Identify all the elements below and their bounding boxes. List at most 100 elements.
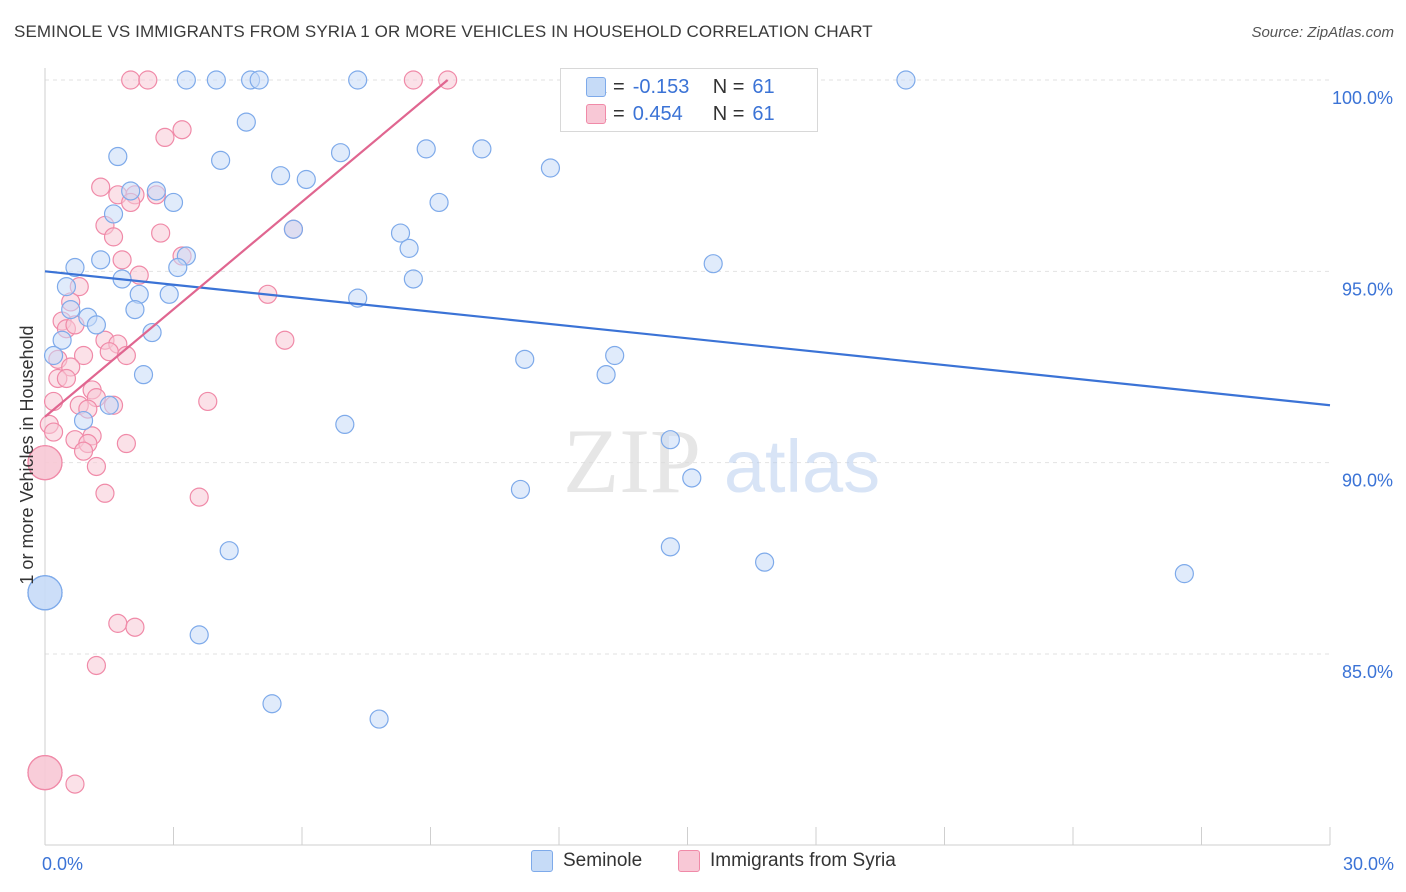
seminole-point-48	[660, 430, 680, 450]
syria-point-51	[189, 487, 209, 507]
seminole-point-35	[125, 300, 145, 320]
x-tick-label-1: 30.0%	[1343, 854, 1394, 874]
seminole-point-6	[236, 112, 256, 132]
syria-point-60	[27, 755, 63, 791]
watermark-zip: ZIP	[563, 410, 701, 512]
seminole-point-41	[515, 349, 535, 369]
seminole-point-19	[103, 204, 124, 224]
syria-point-0	[121, 70, 141, 90]
seminole-point-49	[682, 468, 702, 488]
series-seminole-points	[27, 70, 1194, 729]
syria-point-33	[56, 368, 77, 389]
chart-title: SEMINOLE VS IMMIGRANTS FROM SYRIA 1 OR M…	[14, 22, 873, 41]
source-label: Source: ZipAtlas.com	[1251, 24, 1394, 41]
seminole-point-12	[540, 158, 561, 178]
x-tick-label-0: 0.0%	[42, 854, 83, 874]
syria-point-16	[112, 250, 132, 270]
seminole-point-15	[121, 181, 141, 201]
grid-lines	[45, 79, 1330, 655]
seminole-point-3	[249, 70, 269, 90]
seminole-point-30	[56, 277, 77, 297]
seminole-point-46	[73, 410, 94, 431]
seminole-point-11	[472, 139, 492, 159]
syria-point-52	[108, 613, 128, 633]
seminole-point-56	[262, 694, 282, 714]
seminole-point-8	[211, 150, 231, 170]
seminole-point-23	[91, 250, 111, 270]
seminole-point-37	[86, 315, 107, 335]
syria-point-42	[43, 422, 64, 442]
syria-point-14	[103, 227, 124, 247]
seminole-point-43	[133, 365, 154, 385]
y-tick-label-3: 85.0%	[1342, 662, 1393, 682]
seminole-point-9	[330, 143, 351, 163]
seminole-point-53	[754, 552, 775, 572]
syria-point-4	[172, 120, 192, 140]
legend-swatch-syria	[678, 850, 700, 872]
seminole-point-7	[108, 146, 128, 167]
seminole-point-55	[189, 625, 209, 645]
seminole-point-20	[283, 219, 304, 239]
seminole-point-45	[99, 395, 119, 415]
syria-point-6	[91, 177, 111, 197]
seminole-point-1	[206, 70, 226, 90]
legend-item-syria: Immigrants from Syria	[678, 850, 896, 872]
syria-point-37	[43, 391, 64, 412]
syria-point-54	[86, 655, 107, 676]
seminole-point-60	[27, 575, 63, 611]
series-legend: Seminole Immigrants from Syria	[0, 850, 1406, 878]
syria-point-24	[275, 330, 295, 350]
seminole-point-22	[399, 238, 419, 258]
y-tick-label-1: 95.0%	[1342, 279, 1393, 299]
seminole-point-32	[159, 284, 179, 304]
seminole-point-5	[896, 70, 916, 90]
syria-point-58	[27, 445, 63, 481]
legend-swatch-seminole	[531, 850, 553, 872]
legend-row-syria: R = 0.454 N = 61	[586, 100, 775, 128]
seminole-point-51	[219, 541, 239, 561]
syria-point-2	[403, 70, 423, 90]
series-syria-points	[27, 70, 458, 794]
syria-point-5	[155, 127, 175, 147]
r-value: 0.454	[632, 102, 683, 125]
seminole-point-38	[142, 322, 162, 343]
legend-swatch-seminole	[586, 77, 606, 97]
seminole-point-29	[403, 269, 423, 289]
syria-point-56	[65, 774, 85, 794]
seminole-trend-line	[44, 270, 1331, 407]
seminole-point-21	[390, 223, 411, 243]
seminole-point-42	[605, 345, 625, 366]
seminole-point-13	[270, 166, 291, 186]
seminole-point-10	[416, 139, 436, 159]
legend-item-seminole: Seminole	[531, 850, 642, 872]
syria-trend-line	[44, 79, 449, 418]
seminole-point-44	[596, 365, 616, 385]
r-value: -0.153	[632, 75, 690, 98]
seminole-point-34	[61, 300, 81, 320]
seminole-point-50	[510, 479, 531, 500]
watermark-atlas: atlas	[724, 425, 880, 508]
seminole-point-40	[43, 345, 64, 366]
seminole-point-47	[335, 414, 355, 434]
syria-point-29	[73, 345, 94, 366]
seminole-point-18	[429, 192, 449, 213]
legend-row-seminole: R = -0.153 N = 61	[586, 73, 775, 101]
seminole-point-14	[296, 169, 316, 190]
legend-label-seminole: Seminole	[563, 850, 643, 871]
legend-swatch-syria	[586, 104, 606, 124]
syria-point-1	[138, 70, 158, 90]
syria-point-50	[95, 483, 115, 503]
y-tick-label-0: 100.0%	[1332, 88, 1393, 108]
n-value: 61	[752, 102, 775, 125]
y-axis-label: 1 or more Vehicles in Household	[17, 325, 37, 584]
syria-point-47	[73, 441, 94, 461]
syria-point-46	[116, 433, 136, 454]
seminole-point-39	[52, 330, 72, 350]
seminole-point-0	[176, 70, 196, 90]
tick-labels: 100.0% 95.0% 90.0% 85.0% 0.0% 30.0%	[42, 88, 1394, 874]
seminole-point-4	[348, 70, 368, 90]
syria-point-49	[86, 456, 107, 477]
trend-lines	[44, 79, 1331, 418]
n-label: N =	[712, 102, 745, 125]
